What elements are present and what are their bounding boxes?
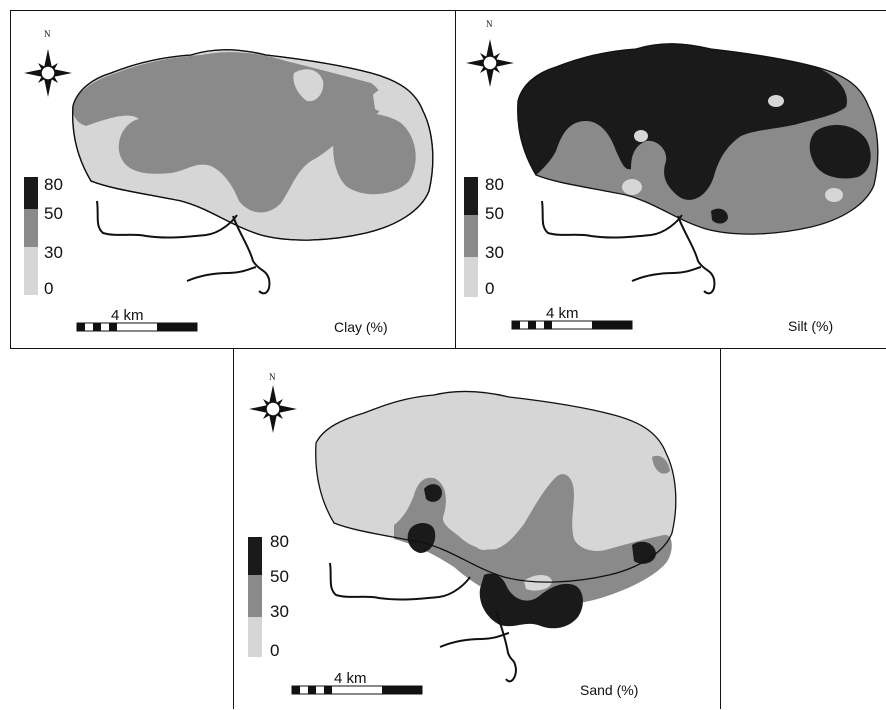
silt-light-patch: [634, 130, 648, 142]
legend-label: 50: [270, 567, 289, 586]
legend: 80 50 30 0: [464, 175, 504, 298]
legend-swatch-low: [464, 257, 478, 297]
legend-label: 50: [44, 204, 63, 223]
legend-label: 0: [44, 279, 53, 298]
silt-map-canvas: N 80 50 30 0 4 km: [464, 19, 879, 334]
scale-bar: 4 km: [511, 305, 633, 330]
river-line: [329, 562, 471, 601]
scale-label: 4 km: [334, 670, 367, 687]
sand-medium-zone-edge: [652, 455, 670, 474]
sand-high-zone: [479, 573, 583, 629]
map-title: Clay (%): [334, 319, 388, 335]
legend-swatch-medium: [24, 209, 38, 247]
sand-map-canvas: N 80 50 30 0: [248, 372, 677, 698]
clay-map-canvas: N 80 50 30 0 4 km: [24, 29, 434, 335]
legend-label: 80: [44, 175, 63, 194]
legend-label: 0: [485, 279, 494, 298]
legend-label: 80: [270, 532, 289, 551]
river-line: [232, 215, 271, 295]
scale-label: 4 km: [111, 307, 144, 324]
silt-high-zone: [517, 43, 847, 200]
clay-map-panel: N 80 50 30 0 4 km: [10, 10, 456, 349]
legend-swatch-low: [248, 617, 262, 657]
north-arrow-icon: [466, 39, 514, 87]
legend-swatch-low: [24, 247, 38, 295]
legend-swatch-high: [248, 537, 262, 575]
legend-swatch-medium: [248, 575, 262, 617]
legend-label: 80: [485, 175, 504, 194]
silt-map-panel: N 80 50 30 0 4 km: [455, 10, 886, 349]
legend: 80 50 30 0: [24, 175, 63, 298]
scale-label: 4 km: [546, 305, 579, 322]
river-line: [186, 266, 257, 282]
legend-label: 30: [485, 243, 504, 262]
north-label: N: [44, 29, 51, 39]
sand-light-patch: [524, 575, 552, 591]
river-line: [541, 200, 683, 239]
sand-map-panel: N 80 50 30 0: [233, 348, 721, 709]
legend: 80 50 30 0: [248, 532, 289, 660]
map-title: Sand (%): [580, 682, 638, 698]
north-arrow-icon: [24, 49, 72, 97]
silt-high-patch: [711, 208, 728, 224]
silt-high-zone-east: [809, 124, 871, 179]
sand-light-patch: [475, 536, 493, 550]
sand-medium-zone: [394, 474, 672, 606]
scale-bar: 4 km: [76, 307, 198, 332]
silt-light-patch: [825, 188, 843, 202]
legend-swatch-medium: [464, 215, 478, 257]
legend-label: 0: [270, 641, 279, 660]
silt-light-patch: [622, 179, 642, 195]
legend-label: 30: [270, 602, 289, 621]
north-arrow-icon: [249, 385, 297, 433]
river-line: [677, 215, 716, 295]
river-line: [631, 266, 702, 282]
legend-swatch-high: [464, 177, 478, 215]
legend-swatch-high: [24, 177, 38, 209]
river-line: [96, 200, 238, 239]
legend-label: 50: [485, 204, 504, 223]
sand-high-zone: [424, 484, 442, 502]
sand-high-zone: [407, 523, 436, 553]
clay-light-patch: [293, 69, 324, 102]
north-label: N: [269, 372, 276, 382]
clay-light-patch: [373, 89, 394, 112]
clay-medium-zone-east: [333, 113, 416, 195]
silt-light-patch: [768, 95, 784, 107]
legend-label: 30: [44, 243, 63, 262]
scale-bar: 4 km: [291, 670, 423, 695]
river-line: [439, 632, 510, 648]
north-label: N: [486, 19, 493, 29]
map-title: Silt (%): [788, 318, 833, 334]
